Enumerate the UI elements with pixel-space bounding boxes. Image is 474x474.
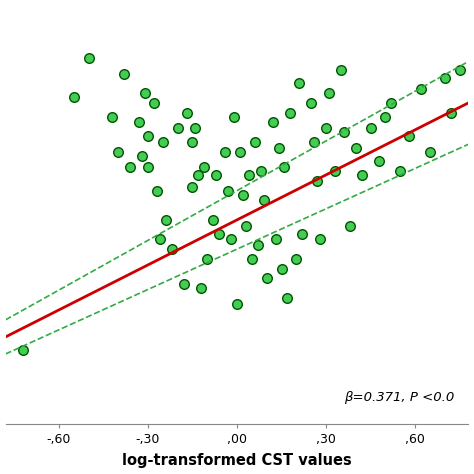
Point [159,138,167,146]
Point [299,230,306,237]
Point [257,167,264,175]
Point [278,265,285,273]
Point [263,274,271,282]
Point [275,144,283,152]
Point [230,113,238,120]
Point [153,187,161,194]
Point [144,164,152,171]
Point [441,74,448,82]
Point [322,125,330,132]
Point [198,284,205,292]
Point [292,255,300,263]
Point [307,99,315,107]
Point [201,164,208,171]
Point [195,171,202,179]
Point [233,300,241,308]
Point [340,128,347,136]
Point [283,294,291,301]
Point [203,255,211,263]
Point [447,109,455,117]
Point [127,164,134,171]
Point [313,177,321,185]
Point [337,66,345,73]
Point [375,158,383,165]
Point [19,346,27,354]
Point [242,222,250,229]
Point [189,138,196,146]
Point [135,118,143,126]
Point [405,132,413,140]
Point [456,66,463,73]
Point [191,125,199,132]
Point [150,99,158,107]
Point [367,125,374,132]
Point [316,236,324,243]
Point [212,171,220,179]
Point [331,167,339,175]
Point [156,236,164,243]
Point [388,99,395,107]
Point [396,167,404,175]
Point [254,241,262,249]
Point [70,93,78,101]
Point [189,183,196,191]
Point [239,191,247,198]
Point [215,230,223,237]
Point [210,216,217,224]
Point [248,255,255,263]
Point [310,138,318,146]
Point [295,80,303,87]
Point [109,113,116,120]
Point [227,236,235,243]
Point [141,90,149,97]
Point [224,187,232,194]
Point [236,148,244,155]
Point [272,236,279,243]
Point [269,118,276,126]
Point [417,85,425,93]
Point [85,55,92,62]
Point [346,222,354,229]
Point [174,125,182,132]
Point [251,138,259,146]
Point [260,197,267,204]
Point [245,171,253,179]
Point [168,246,175,253]
Point [287,109,294,117]
Text: β=0.371, P <0.0: β=0.371, P <0.0 [344,391,455,403]
Point [382,113,389,120]
Point [183,109,191,117]
Point [144,132,152,140]
Point [358,171,365,179]
Point [138,152,146,159]
Point [426,148,434,155]
Point [120,70,128,78]
Point [352,144,359,152]
Point [115,148,122,155]
Point [281,164,288,171]
X-axis label: log-transformed CST values: log-transformed CST values [122,454,352,468]
Point [221,148,229,155]
Point [180,281,187,288]
Point [162,216,170,224]
Point [325,90,333,97]
